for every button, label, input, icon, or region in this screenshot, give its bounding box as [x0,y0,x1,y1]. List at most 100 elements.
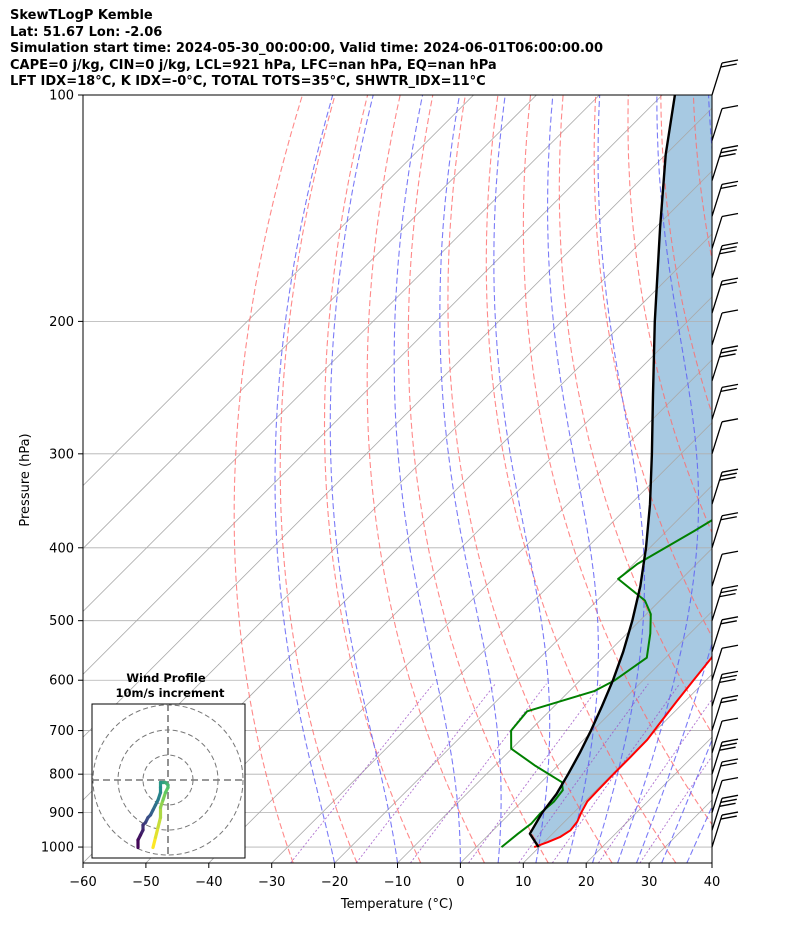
barb-staff [711,720,723,754]
barb-flag [721,345,739,350]
barb-flag [721,758,739,763]
barb-staff [711,62,723,96]
wind-barb [711,309,739,346]
barb-flag [720,620,737,625]
barb-flag [720,798,737,803]
barb-staff [711,348,723,382]
barb-flag [721,59,739,64]
dry-adiabat [447,95,613,863]
barb-staff [711,216,723,249]
barb-staff [711,588,723,621]
barb-flag [720,281,737,286]
hodograph-title: Wind Profile [126,671,206,685]
barb-flag [721,468,739,473]
barb-flag [720,349,737,354]
y-tick-label: 200 [49,315,74,330]
barb-flag [719,476,736,481]
barb-staff [711,619,723,652]
mixing-ratio-line [639,755,712,863]
moist-adiabat [439,95,502,863]
hodograph-inset: Wind Profile 10m/s increment [91,671,246,859]
moist-adiabat [493,95,551,863]
barb-flag [721,670,739,676]
y-tick-label: 500 [49,614,74,629]
barb-flag [721,418,739,423]
barb-flag [720,516,737,521]
barb-staff [711,798,723,831]
barb-flag [720,762,737,767]
wind-barb [711,212,739,249]
moist-adiabat [591,95,646,863]
barb-flag [720,589,737,594]
dry-adiabat [593,95,712,639]
barb-flag [720,698,737,704]
wind-barb [711,180,739,217]
isotherm--10 [397,547,712,863]
barb-flag [719,746,736,751]
isotherm--110 [83,95,537,550]
y-tick-label: 400 [49,541,74,556]
barb-flag [721,180,739,185]
x-tick-label: 20 [578,875,595,890]
isotherm--90 [83,95,663,675]
barb-staff [711,554,723,587]
wind-barb [711,145,739,181]
barb-flag [721,694,739,700]
x-tick-label: −20 [321,875,348,890]
dry-adiabat [323,95,422,863]
x-tick-label: −30 [258,875,285,890]
x-tick-label: 30 [641,875,658,890]
barb-flag [721,512,739,517]
barb-flag [721,145,739,150]
mixing-ratio-line [598,698,712,863]
barb-staff [711,674,723,707]
hodograph-segment [153,825,160,840]
barb-flag [719,593,736,598]
barb-flag [720,63,737,68]
wind-barb [711,694,739,731]
y-axis-label: Pressure (hPa) [18,433,33,526]
barb-flag [720,387,737,393]
moist-adiabat [274,95,336,863]
wind-barb [711,105,739,141]
wind-barb [711,383,739,420]
isotherm--50 [145,296,712,863]
x-tick-label: 40 [704,875,721,890]
adiabat-layer [233,95,712,863]
hodograph-segment [156,815,163,830]
wind-barb [711,811,739,848]
barb-flag [721,383,739,389]
wind-barb [711,758,739,795]
barb-staff [711,761,723,795]
barb-flag [721,550,739,555]
barb-flag [721,717,739,722]
isotherm--30 [271,422,712,863]
barb-staff [711,648,723,681]
location-line: Lat: 51.67 Lon: -2.06 [10,24,163,40]
barb-flag [721,242,739,247]
barb-flag [721,777,739,782]
barb-flag [720,246,737,251]
y-tick-label: 100 [49,89,74,104]
cape-line: CAPE=0 j/kg, CIN=0 j/kg, LCL=921 hPa, LF… [10,57,497,73]
mixing-ratio-line [468,683,602,863]
barb-staff [711,780,723,813]
barb-flag [721,738,739,743]
barb-flag [721,309,739,314]
barb-staff [711,312,723,346]
moist-adiabat [547,95,599,863]
barb-staff [711,421,723,455]
barb-flag [719,250,736,255]
x-tick-label: −40 [195,875,222,890]
barb-flag [720,184,737,189]
axes-layer: −60 −50 −40 −30 −20 −10 0 10 20 30 40 1000 900 800 700… [41,89,720,891]
barb-flag [719,678,736,684]
parcel-line [528,95,677,848]
barb-staff [711,814,723,848]
barb-flag [721,811,739,816]
y-tick-label: 700 [49,724,74,739]
barb-staff [711,741,723,775]
dewpoint-line [500,519,712,848]
barb-flag [720,815,737,820]
x-tick-label: 0 [456,875,464,890]
